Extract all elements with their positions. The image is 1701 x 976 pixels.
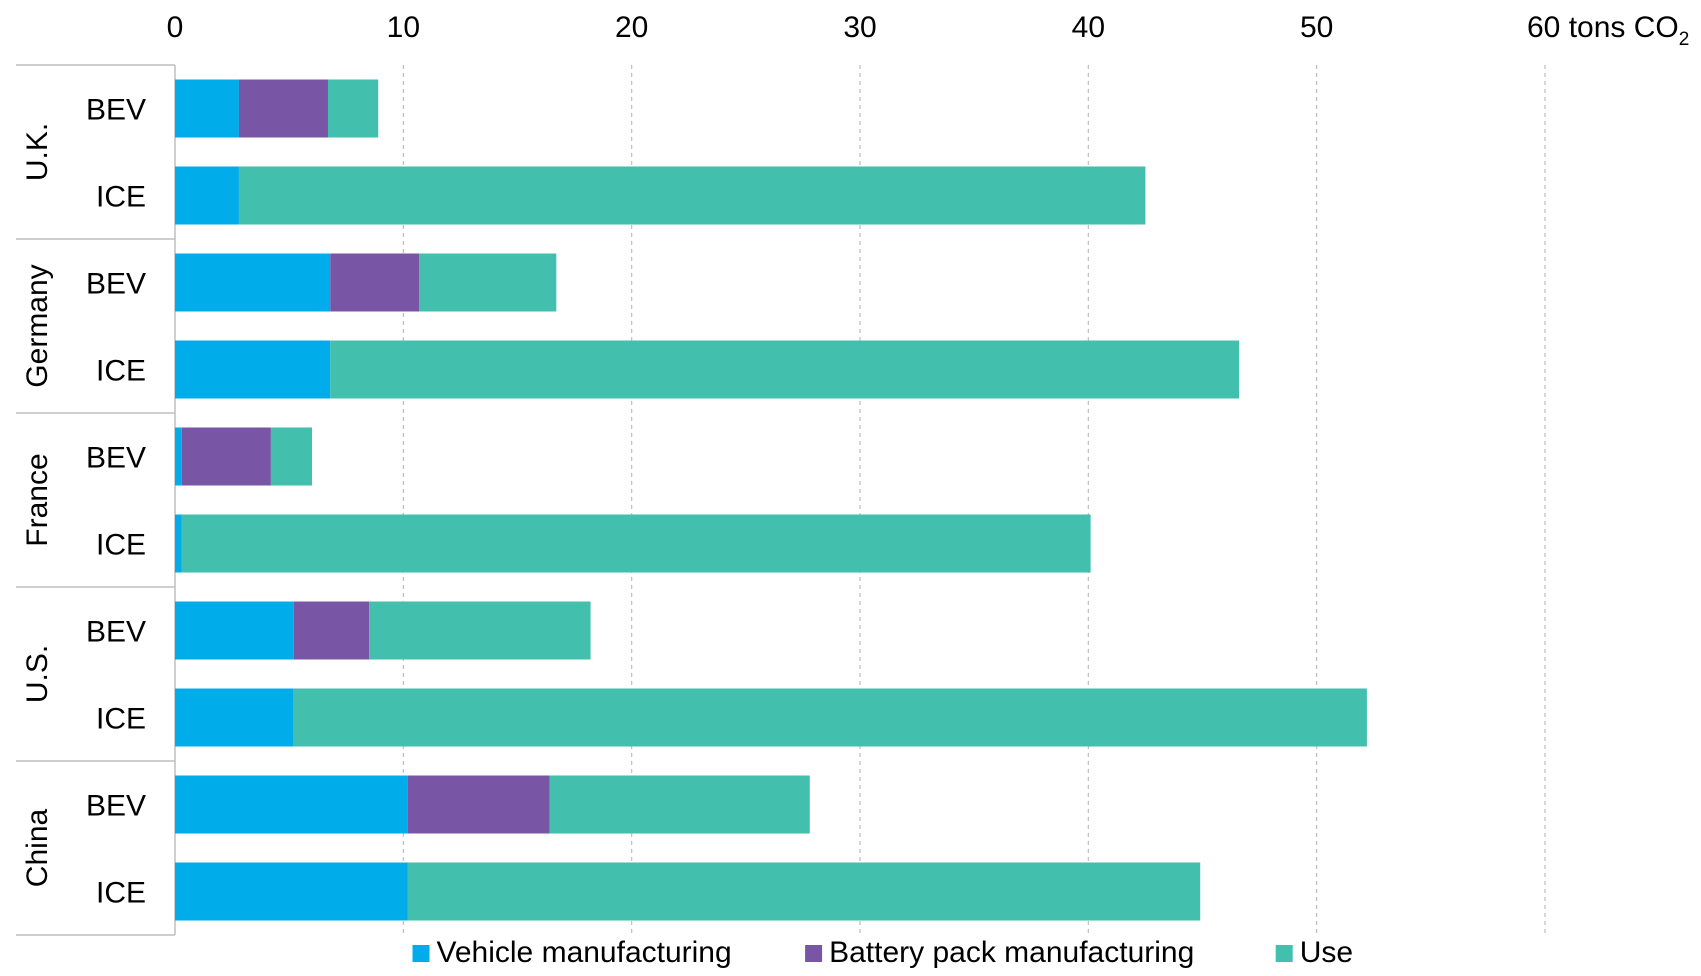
bar-segment xyxy=(175,340,331,399)
category-labels: BEV ICE BEV ICE BEV ICE BEV ICE BEV ICE xyxy=(86,94,146,910)
group-label: U.S. xyxy=(21,645,54,703)
legend-label: Vehicle manufacturing xyxy=(437,936,732,969)
row-dividers xyxy=(16,64,175,936)
legend-swatch xyxy=(412,945,430,962)
bar-segment xyxy=(238,79,328,138)
bar-segment xyxy=(175,514,182,573)
group-label: Germany xyxy=(21,264,54,387)
category-label: BEV xyxy=(86,94,146,127)
category-label: BEV xyxy=(86,442,146,475)
category-label: BEV xyxy=(86,616,146,649)
bar-segment xyxy=(549,775,810,834)
group-label: France xyxy=(21,453,54,546)
legend-swatch xyxy=(1275,945,1293,962)
bar-segment xyxy=(181,514,1091,573)
bar-segment xyxy=(175,862,408,921)
bar-segment xyxy=(238,166,1146,225)
category-label: ICE xyxy=(96,181,146,214)
category-label: ICE xyxy=(96,703,146,736)
bar-segment xyxy=(175,166,239,225)
category-label: ICE xyxy=(96,355,146,388)
x-tick-label: 0 xyxy=(167,11,184,44)
x-axis-ticks: 0 10 20 30 40 50 60 tons CO2 xyxy=(167,11,1690,50)
bar-segment xyxy=(175,775,408,834)
legend-label: Use xyxy=(1300,936,1353,969)
x-tick-label: 60 tons CO2 xyxy=(1527,11,1689,50)
category-label: ICE xyxy=(96,529,146,562)
legend-label: Battery pack manufacturing xyxy=(829,936,1194,969)
x-tick-label: 20 xyxy=(615,11,648,44)
group-labels: U.K. Germany France U.S. China xyxy=(21,123,54,887)
bar-segment xyxy=(293,601,370,660)
category-label: BEV xyxy=(86,268,146,301)
bar-segment xyxy=(175,601,294,660)
legend-swatch xyxy=(805,945,823,962)
bar-segment xyxy=(270,427,312,486)
bar-segment xyxy=(407,775,550,834)
bar-segment xyxy=(181,427,271,486)
bar-segment xyxy=(419,253,557,312)
bar-segment xyxy=(293,688,1367,747)
category-label: BEV xyxy=(86,790,146,823)
group-label: China xyxy=(21,808,54,887)
group-label: U.K. xyxy=(21,123,54,181)
bars xyxy=(175,79,1367,921)
bar-segment xyxy=(175,253,331,312)
bar-segment xyxy=(327,79,379,138)
category-label: ICE xyxy=(96,877,146,910)
legend: Vehicle manufacturing Battery pack manufa… xyxy=(412,936,1353,969)
x-tick-label: 10 xyxy=(387,11,420,44)
bar-segment xyxy=(175,427,182,486)
bar-segment xyxy=(407,862,1201,921)
bar-segment xyxy=(175,79,239,138)
x-tick-label: 40 xyxy=(1072,11,1105,44)
bar-segment xyxy=(369,601,591,660)
bar-segment xyxy=(330,340,1240,399)
x-tick-label: 30 xyxy=(843,11,876,44)
bar-segment xyxy=(175,688,294,747)
x-tick-label: 50 xyxy=(1300,11,1333,44)
bar-segment xyxy=(330,253,420,312)
